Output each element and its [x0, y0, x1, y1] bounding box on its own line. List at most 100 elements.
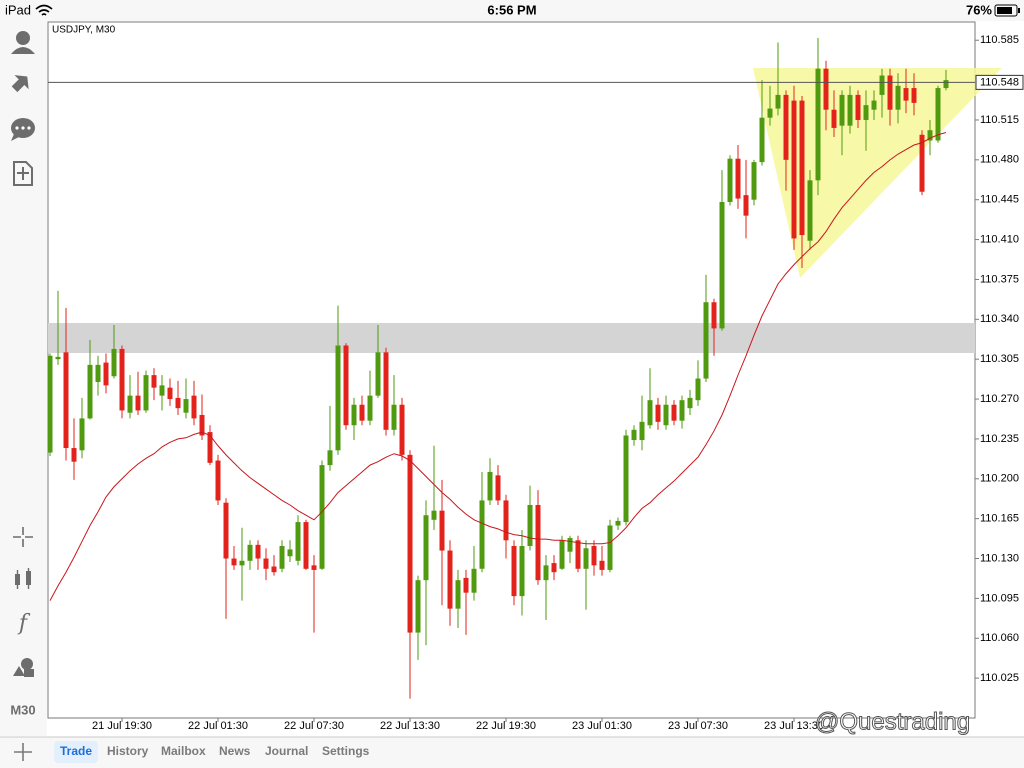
new-order-icon[interactable]	[13, 161, 33, 186]
y-tick-label: 110.340	[980, 313, 1019, 325]
account-icon[interactable]	[11, 31, 35, 54]
y-tick-label: 110.060	[980, 632, 1019, 644]
candle-body	[71, 448, 77, 462]
candle-body	[79, 418, 85, 451]
tab[interactable]: News	[219, 744, 251, 758]
candle-body	[695, 378, 701, 401]
x-tick-label: 22 Jul 19:30	[476, 720, 536, 732]
chart-title: USDJPY, M30	[52, 25, 116, 36]
y-tick-label: 110.480	[980, 154, 1019, 166]
tabs: Trade History Mailbox News Journal Settings	[54, 741, 370, 763]
x-tick-label: 23 Jul 01:30	[572, 720, 632, 732]
candle-body	[199, 414, 205, 436]
candle-body	[511, 545, 517, 597]
y-tick-label: 110.515	[980, 114, 1019, 126]
candle-body	[487, 471, 493, 501]
candle-body	[551, 563, 557, 573]
add-button[interactable]	[14, 743, 32, 761]
active-tab-bg	[54, 741, 98, 763]
candle-body	[663, 404, 669, 426]
tab[interactable]: Trade	[60, 744, 92, 758]
candle-body	[47, 355, 53, 453]
candle-body	[207, 432, 213, 463]
candle-body	[647, 400, 653, 426]
candle-body	[479, 500, 485, 569]
objects-icon[interactable]	[13, 658, 34, 677]
candle-body	[503, 500, 509, 541]
trade-icon[interactable]	[7, 69, 34, 96]
last-price-label: 110.548	[980, 76, 1019, 88]
y-tick-label: 110.200	[980, 473, 1019, 485]
candle-body	[391, 404, 397, 430]
candle-body	[703, 302, 709, 379]
candle-body	[775, 94, 781, 109]
candle-body	[63, 352, 69, 449]
candle-body	[807, 180, 813, 241]
candle-body	[607, 525, 613, 570]
candle-body	[799, 100, 805, 236]
status-bar	[0, 0, 1024, 21]
tab[interactable]: Settings	[322, 744, 370, 758]
x-tick-label: 22 Jul 01:30	[188, 720, 248, 732]
candle-body	[591, 545, 597, 566]
last-price-box	[975, 74, 1024, 90]
device-name: iPad	[5, 2, 31, 17]
candle-body	[767, 108, 773, 118]
candle-body	[183, 399, 189, 413]
moving-average	[49, 132, 947, 601]
candle-body	[863, 105, 869, 120]
y-tick-label: 110.095	[980, 592, 1019, 604]
candle-body	[55, 356, 61, 360]
candle-body	[887, 75, 893, 110]
candle-body	[399, 404, 405, 455]
candle-body	[831, 109, 837, 128]
candle-body	[903, 88, 909, 101]
candle-body	[895, 85, 901, 110]
y-tick-label: 110.305	[980, 353, 1019, 365]
candle-body	[471, 568, 477, 593]
candle-body	[175, 397, 181, 409]
watermark: @Questrading	[815, 708, 970, 735]
candle-body	[343, 345, 349, 426]
candle-body	[407, 454, 413, 633]
chat-icon[interactable]	[11, 118, 35, 141]
chart-type-icon[interactable]	[15, 568, 31, 589]
x-tick-label: 23 Jul 07:30	[668, 720, 728, 732]
candle-body	[655, 404, 661, 422]
crosshair-icon[interactable]	[13, 527, 33, 547]
sidebar	[0, 21, 47, 736]
timeframe-button[interactable]: M30	[10, 702, 35, 717]
y-tick-label: 110.375	[980, 273, 1019, 285]
candle-body	[679, 400, 685, 421]
candle-body	[847, 94, 853, 126]
candle-body	[95, 364, 101, 382]
tab[interactable]: Mailbox	[161, 744, 206, 758]
zone-rectangle	[48, 323, 975, 353]
candle-body	[631, 429, 637, 441]
candle-body	[855, 94, 861, 120]
candle-body	[159, 385, 165, 396]
candle-body	[431, 510, 437, 520]
candle-body	[247, 544, 253, 561]
candle-body	[375, 352, 381, 396]
candle-body	[719, 201, 725, 329]
sidebar-icons: f	[7, 31, 35, 677]
candle-body	[495, 475, 501, 501]
candle-body	[111, 348, 117, 377]
candle-body	[359, 404, 365, 421]
tab[interactable]: Journal	[265, 744, 308, 758]
candle-body	[135, 395, 141, 411]
candle-body	[927, 130, 933, 141]
tab-bar	[0, 737, 1024, 768]
candle-body	[783, 94, 789, 160]
tab[interactable]: History	[107, 744, 149, 758]
candle-body	[871, 100, 877, 110]
candle-body	[743, 195, 749, 216]
y-tick-label: 110.410	[980, 233, 1019, 245]
candle-body	[623, 435, 629, 523]
candle-body	[791, 100, 797, 239]
y-tick-label: 110.445	[980, 194, 1019, 206]
candle-body	[255, 544, 261, 559]
battery-level: 76%	[966, 2, 992, 17]
